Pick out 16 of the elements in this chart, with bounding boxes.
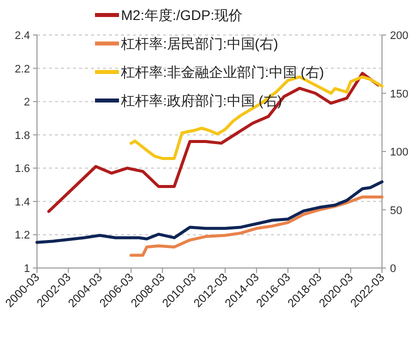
y-tick-label: 2 (24, 96, 30, 109)
y2-tick-label: 0 (390, 263, 396, 275)
legend-label: 杠杆率:非金融企业部门:中国 (右) (120, 64, 324, 80)
y-tick-label: 1.2 (14, 230, 30, 242)
legend-label: 杠杆率:居民部门:中国(右) (120, 36, 278, 52)
y-tick-label: 1.4 (14, 196, 30, 208)
y-tick-label: 1.8 (14, 130, 30, 142)
y2-tick-label: 150 (390, 88, 408, 100)
y-tick-label: 2.4 (14, 30, 30, 42)
legend-label: M2:年度:/GDP:现价 (121, 7, 242, 23)
y2-tick-label: 200 (390, 30, 408, 42)
y2-tick-label: 50 (390, 204, 402, 217)
y-tick-label: 1.6 (14, 163, 30, 176)
y-tick-label: 1 (24, 263, 30, 275)
y-tick-label: 2.2 (14, 63, 30, 76)
y2-tick-label: 100 (390, 146, 408, 158)
